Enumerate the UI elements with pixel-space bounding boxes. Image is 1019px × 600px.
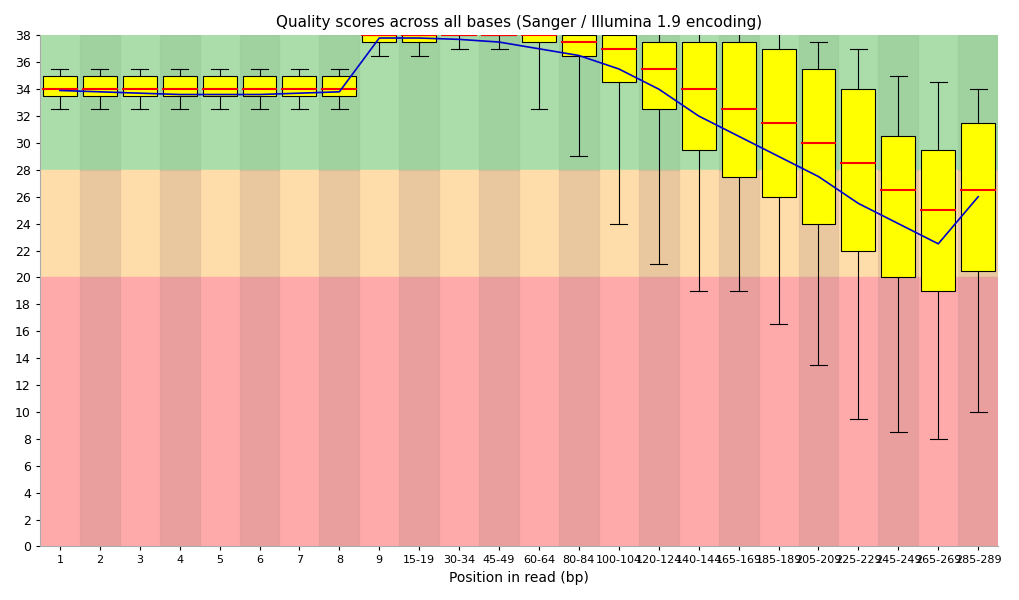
Bar	[718, 277, 758, 547]
Bar	[79, 170, 119, 277]
Bar	[239, 170, 279, 277]
Bar	[398, 170, 439, 277]
Bar	[482, 29, 516, 35]
Bar	[798, 35, 838, 170]
Bar	[957, 35, 998, 170]
Bar	[79, 277, 119, 547]
Bar	[401, 35, 436, 42]
Bar	[877, 170, 917, 277]
Bar	[479, 35, 519, 170]
Bar	[243, 76, 276, 96]
Bar	[479, 277, 519, 547]
Bar	[638, 170, 678, 277]
Bar	[558, 277, 598, 547]
Bar	[957, 277, 998, 547]
Bar	[558, 170, 598, 277]
Bar	[79, 35, 119, 170]
Bar	[798, 277, 838, 547]
Bar	[122, 76, 157, 96]
Bar	[681, 42, 715, 149]
Bar	[761, 49, 795, 197]
Bar	[40, 277, 998, 547]
Title: Quality scores across all bases (Sanger / Illumina 1.9 encoding): Quality scores across all bases (Sanger …	[276, 15, 761, 30]
Bar	[558, 35, 598, 170]
Bar	[522, 29, 555, 42]
Bar	[239, 277, 279, 547]
Bar	[160, 35, 200, 170]
Bar	[718, 170, 758, 277]
Bar	[398, 277, 439, 547]
Bar	[798, 170, 838, 277]
Bar	[83, 76, 116, 96]
Bar	[319, 170, 359, 277]
Bar	[362, 35, 395, 42]
Bar	[561, 35, 595, 56]
Bar	[322, 76, 356, 96]
Bar	[160, 170, 200, 277]
Bar	[282, 76, 316, 96]
Bar	[398, 35, 439, 170]
Bar	[319, 277, 359, 547]
Bar	[319, 35, 359, 170]
Bar	[721, 42, 755, 176]
Bar	[877, 277, 917, 547]
Bar	[40, 35, 998, 170]
Bar	[641, 42, 675, 109]
Bar	[601, 35, 635, 82]
Bar	[43, 76, 76, 96]
Bar	[162, 76, 197, 96]
Bar	[40, 170, 998, 277]
Bar	[960, 123, 995, 271]
Bar	[718, 35, 758, 170]
X-axis label: Position in read (bp): Position in read (bp)	[448, 571, 588, 585]
Bar	[441, 29, 476, 35]
Bar	[203, 76, 236, 96]
Bar	[841, 89, 874, 251]
Bar	[957, 170, 998, 277]
Bar	[638, 277, 678, 547]
Bar	[638, 35, 678, 170]
Bar	[160, 277, 200, 547]
Bar	[880, 136, 914, 277]
Bar	[920, 149, 955, 291]
Bar	[479, 170, 519, 277]
Bar	[801, 69, 835, 224]
Bar	[877, 35, 917, 170]
Bar	[239, 35, 279, 170]
